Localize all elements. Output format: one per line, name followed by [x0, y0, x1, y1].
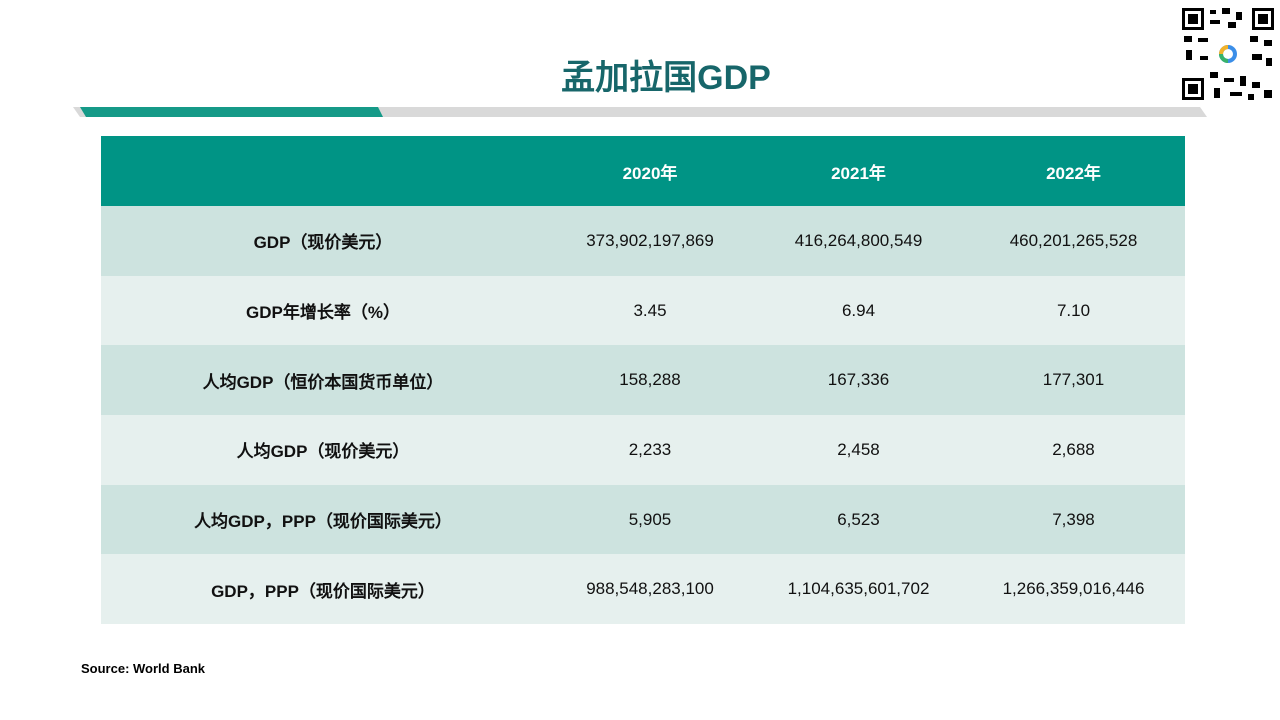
table-row: GDP，PPP（现价国际美元） 988,548,283,100 1,104,635,…	[101, 554, 1185, 625]
qr-code	[1180, 6, 1276, 102]
header-cell-empty	[101, 136, 545, 206]
table-row: GDP（现价美元） 373,902,197,869 416,264,800,549 4…	[101, 206, 1185, 276]
underline-teal	[80, 107, 383, 117]
table-row: 人均GDP（恒价本国货币单位） 158,288 167,336 177,301	[101, 345, 1185, 416]
row-label: GDP，PPP（现价国际美元）	[101, 554, 545, 625]
data-cell: 5,905	[545, 484, 755, 555]
data-cell: 988,548,283,100	[545, 554, 755, 625]
table-row: 人均GDP（现价美元） 2,233 2,458 2,688	[101, 415, 1185, 485]
table-body: GDP（现价美元） 373,902,197,869 416,264,800,549 4…	[101, 206, 1185, 625]
source-note: Source: World Bank	[81, 661, 206, 676]
row-label: 人均GDP（现价美元）	[101, 415, 545, 485]
column-header: 2020年	[545, 136, 755, 206]
data-cell: 6,523	[755, 484, 962, 555]
gdp-table: 2020年 2021年 2022年 GDP（现价美元） 373,902,197,869…	[101, 136, 1185, 625]
data-cell: 1,266,359,016,446	[962, 554, 1185, 625]
data-cell: 2,458	[755, 415, 962, 485]
data-cell: 7,398	[962, 484, 1185, 555]
row-label: GDP年增长率（%）	[101, 275, 545, 346]
data-cell: 2,233	[545, 415, 755, 485]
table-row: GDP年增长率（%） 3.45 6.94 7.10	[101, 275, 1185, 346]
column-header: 2021年	[755, 136, 962, 206]
data-cell: 167,336	[755, 345, 962, 416]
data-cell: 373,902,197,869	[545, 206, 755, 276]
slide-title: 孟加拉国GDP	[561, 59, 771, 97]
header-row: 2020年 2021年 2022年	[101, 136, 1185, 206]
data-cell: 416,264,800,549	[755, 206, 962, 276]
row-label: 人均GDP，PPP（现价国际美元）	[101, 484, 545, 555]
column-header: 2022年	[962, 136, 1185, 206]
data-cell: 158,288	[545, 345, 755, 416]
data-cell: 6.94	[755, 275, 962, 346]
table-row: 人均GDP，PPP（现价国际美元） 5,905 6,523 7,398	[101, 484, 1185, 555]
row-label: GDP（现价美元）	[101, 206, 545, 276]
row-label: 人均GDP（恒价本国货币单位）	[101, 345, 545, 416]
data-cell: 177,301	[962, 345, 1185, 416]
data-cell: 2,688	[962, 415, 1185, 485]
data-cell: 460,201,265,528	[962, 206, 1185, 276]
data-cell: 3.45	[545, 275, 755, 346]
title-underline	[73, 107, 1207, 117]
data-cell: 1,104,635,601,702	[755, 554, 962, 625]
data-cell: 7.10	[962, 275, 1185, 346]
